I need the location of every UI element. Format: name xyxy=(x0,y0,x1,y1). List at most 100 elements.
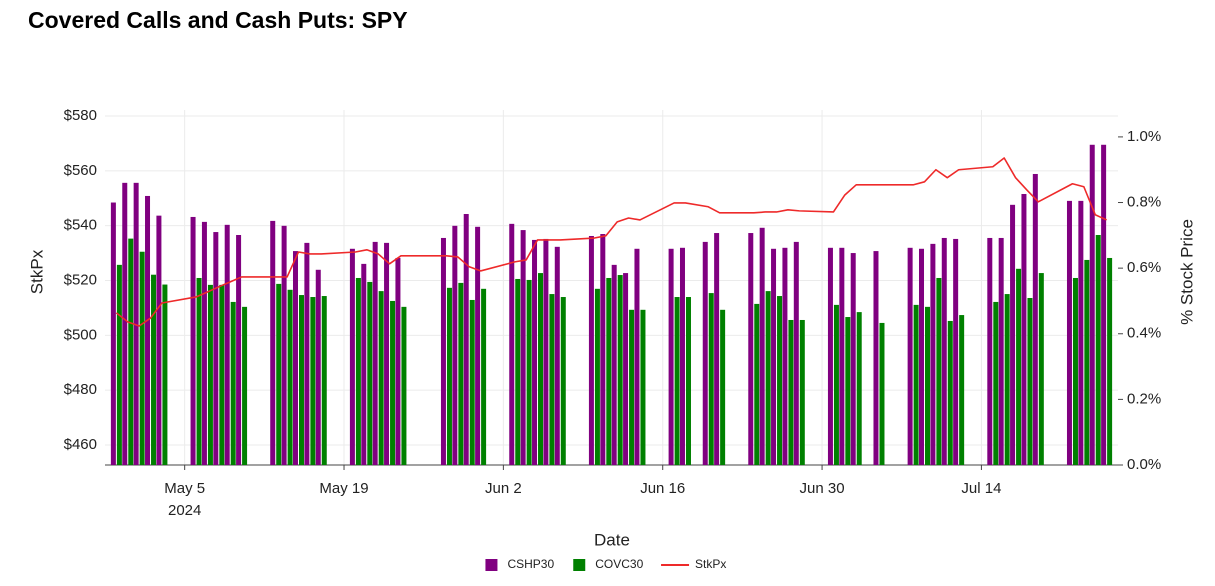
bar xyxy=(201,221,207,465)
bar xyxy=(162,284,168,465)
legend-swatch xyxy=(485,559,498,571)
y2-tick-label: 0.2% xyxy=(1127,390,1161,407)
bar xyxy=(913,304,919,465)
bar xyxy=(720,309,726,465)
bar xyxy=(367,281,373,465)
bar xyxy=(349,248,355,465)
bar xyxy=(708,293,714,465)
legend-label: CSHP30 xyxy=(507,557,554,571)
bar xyxy=(640,309,646,465)
bar xyxy=(845,317,851,465)
bar xyxy=(788,319,794,465)
bar xyxy=(873,251,879,465)
bar xyxy=(446,287,452,465)
chart-title: Covered Calls and Cash Puts: SPY xyxy=(28,7,408,33)
bar xyxy=(469,299,475,465)
y-tick-label: $520 xyxy=(64,271,97,288)
bar xyxy=(287,289,293,465)
bar xyxy=(754,303,760,465)
y-axis-title: StkPx xyxy=(27,249,46,294)
bar xyxy=(361,263,367,465)
bar xyxy=(856,312,862,465)
bar xyxy=(133,182,139,465)
bar xyxy=(623,273,629,465)
y2-axis-title: % Stock Price xyxy=(1177,219,1196,325)
bar xyxy=(793,241,799,465)
bar xyxy=(219,284,225,465)
bar xyxy=(919,248,925,465)
bar xyxy=(458,282,464,465)
bar xyxy=(748,233,754,465)
bar xyxy=(588,235,594,465)
y2-tick-label: 0.4% xyxy=(1127,325,1161,342)
bar xyxy=(145,195,151,465)
bar xyxy=(538,273,544,465)
bar xyxy=(230,301,236,465)
bar xyxy=(1010,204,1016,466)
bar xyxy=(1016,268,1022,465)
bar xyxy=(281,225,287,465)
x-tick-label: May 5 xyxy=(164,480,205,497)
bar xyxy=(224,224,230,465)
y-tick-label: $460 xyxy=(64,436,97,453)
bar xyxy=(777,296,783,465)
bar xyxy=(520,230,526,465)
bar xyxy=(941,237,947,465)
bar xyxy=(321,296,327,465)
bar xyxy=(714,233,720,465)
bar xyxy=(606,277,612,465)
bar xyxy=(139,251,145,465)
bar xyxy=(998,237,1004,465)
bar xyxy=(925,306,931,465)
bar xyxy=(543,238,549,465)
bar xyxy=(782,247,788,465)
bar xyxy=(987,237,993,465)
bar xyxy=(1072,277,1078,465)
bar xyxy=(207,284,213,465)
bar xyxy=(765,291,771,465)
y-tick-label: $500 xyxy=(64,326,97,343)
bar xyxy=(401,306,407,465)
bar xyxy=(953,238,959,465)
legend-label: StkPx xyxy=(695,557,726,571)
legend-swatch xyxy=(573,559,586,571)
x-tick-label: May 19 xyxy=(319,480,368,497)
bar xyxy=(452,225,458,465)
bar xyxy=(128,238,134,465)
bar xyxy=(549,294,555,465)
bar xyxy=(611,264,617,465)
bar xyxy=(304,242,310,465)
bar xyxy=(440,237,446,465)
bar xyxy=(196,277,202,465)
bar xyxy=(395,257,401,465)
bar xyxy=(936,277,942,465)
bar xyxy=(481,288,487,465)
bar xyxy=(390,300,396,465)
bar xyxy=(560,297,566,465)
bar xyxy=(993,301,999,465)
bar xyxy=(1032,173,1038,465)
bar xyxy=(515,278,521,465)
bar xyxy=(532,239,538,465)
bar xyxy=(242,306,248,465)
bar xyxy=(1089,144,1095,465)
y-tick-label: $580 xyxy=(64,107,97,124)
bar xyxy=(292,251,298,465)
x-axis-title: Date xyxy=(594,530,630,549)
bar xyxy=(833,304,839,465)
x-tick-year: 2024 xyxy=(168,502,201,519)
x-tick-label: Jun 2 xyxy=(485,480,522,497)
legend-label: COVC30 xyxy=(595,557,643,571)
bar xyxy=(685,297,691,465)
bar xyxy=(629,309,635,465)
y2-tick-label: 1.0% xyxy=(1127,128,1161,145)
bar xyxy=(475,226,481,465)
bar xyxy=(1101,144,1107,465)
bar xyxy=(384,242,390,465)
y-tick-label: $560 xyxy=(64,162,97,179)
bar xyxy=(930,243,936,465)
bar xyxy=(600,234,606,465)
y2-tick-label: 0.0% xyxy=(1127,456,1161,473)
bar xyxy=(213,232,219,465)
bar xyxy=(679,247,685,465)
